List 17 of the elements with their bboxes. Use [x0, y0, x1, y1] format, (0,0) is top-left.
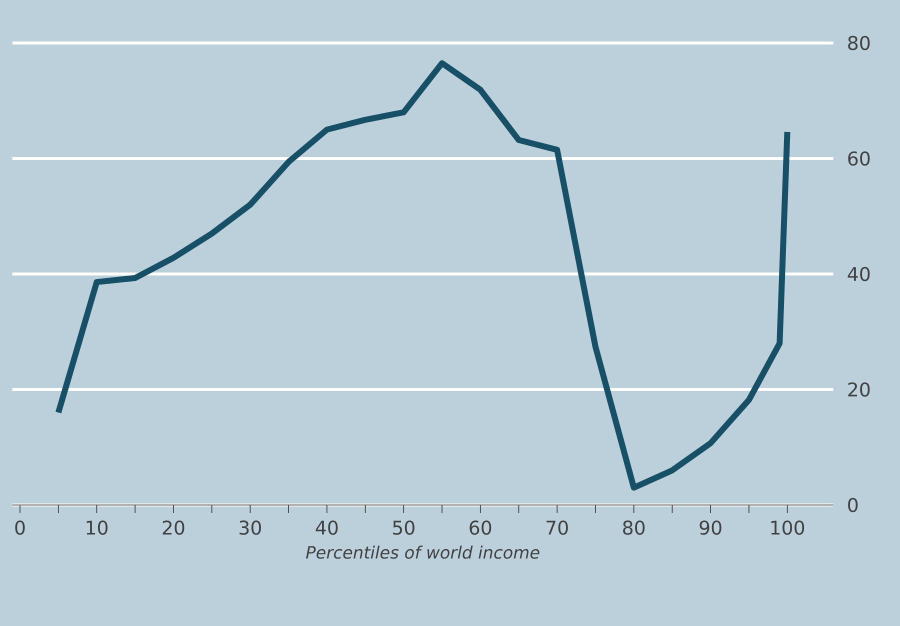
x-tick-label: 40 [316, 520, 338, 535]
y-tick-label: 0 [848, 498, 858, 512]
y-tick-label: 40 [848, 266, 870, 282]
x-tick-label: 20 [162, 520, 184, 535]
y-tick-label: 20 [848, 382, 870, 397]
y-tick-label: 80 [848, 36, 870, 50]
x-tick-label: 50 [393, 520, 414, 535]
x-tick-label: 60 [470, 520, 492, 535]
x-tick-label: 100 [771, 520, 804, 535]
x-tick-label: 80 [623, 520, 645, 535]
x-tick-label: 90 [700, 520, 722, 535]
x-tick-label: 0 [15, 520, 25, 535]
y-tick-label: 60 [848, 151, 870, 166]
x-tick-label: 30 [240, 520, 261, 535]
x-tick-label: 70 [546, 520, 568, 535]
x-axis-title: Percentiles of world income [306, 546, 540, 559]
x-tick-label: 10 [86, 520, 108, 535]
